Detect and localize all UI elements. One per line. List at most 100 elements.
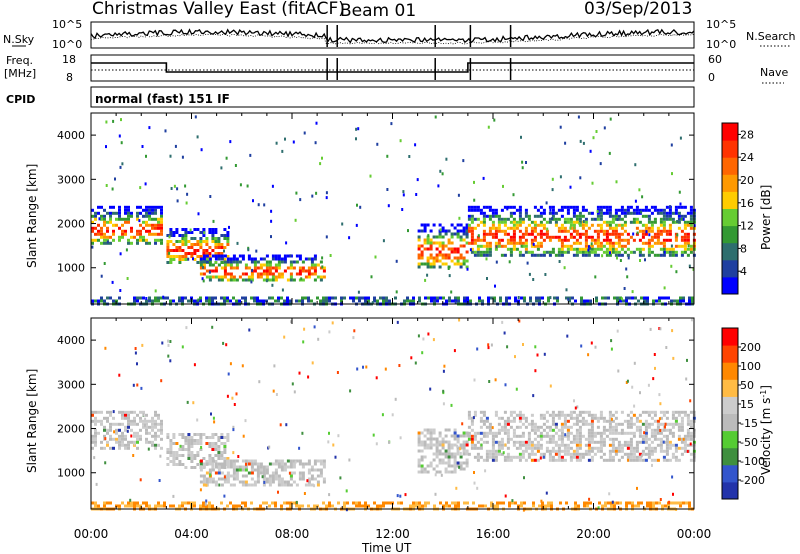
echo-cell — [313, 263, 317, 267]
echo-cell — [607, 501, 610, 505]
echo-cell — [100, 205, 103, 209]
echo-cell — [316, 480, 320, 484]
echo-cell — [473, 437, 477, 441]
echo-cell — [139, 211, 142, 215]
echo-speck — [487, 346, 490, 350]
echo-cell — [520, 296, 523, 300]
echo-cell — [456, 437, 460, 441]
echo-cell — [536, 214, 540, 218]
echo-cell — [145, 422, 148, 426]
echo-cell — [491, 208, 495, 212]
echo-cell — [172, 243, 176, 246]
echo-cell — [589, 501, 592, 505]
echo-cell — [650, 238, 654, 242]
echo-cell — [539, 452, 543, 456]
echo-cell — [331, 504, 334, 508]
power-colorbar-swatch — [722, 174, 738, 192]
echo-speck — [141, 145, 144, 148]
echo-speck — [181, 155, 184, 159]
echo-cell — [467, 205, 471, 209]
echo-cell — [650, 449, 654, 453]
echo-cell — [653, 220, 657, 224]
echo-cell — [154, 434, 157, 438]
echo-cell — [196, 261, 200, 264]
echo-cell — [605, 428, 609, 432]
echo-cell — [644, 214, 648, 218]
echo-cell — [100, 235, 103, 239]
echo-speck — [237, 455, 240, 458]
echo-cell — [539, 431, 543, 435]
echo-cell — [509, 458, 513, 462]
echo-cell — [665, 446, 669, 450]
echo-cell — [456, 223, 460, 227]
echo-cell — [199, 260, 203, 264]
echo-cell — [418, 501, 421, 505]
echo-cell — [417, 256, 421, 260]
echo-cell — [647, 452, 651, 456]
echo-cell — [503, 419, 507, 423]
echo-cell — [602, 452, 606, 456]
echo-speck — [235, 392, 238, 396]
echo-cell — [581, 223, 585, 227]
echo-cell — [506, 422, 510, 426]
echo-cell — [680, 205, 684, 209]
echo-cell — [430, 296, 433, 300]
echo-cell — [539, 434, 543, 438]
echo-cell — [605, 205, 609, 209]
echo-cell — [202, 504, 205, 508]
echo-cell — [623, 214, 627, 218]
echo-cell — [602, 244, 606, 248]
echo-cell — [121, 413, 124, 417]
echo-cell — [653, 205, 657, 209]
echo-cell — [456, 446, 460, 450]
echo-cell — [214, 252, 218, 255]
echo-cell — [253, 296, 256, 300]
echo-cell — [187, 457, 191, 460]
echo-cell — [280, 296, 283, 300]
echo-cell — [653, 410, 657, 414]
echo-cell — [497, 220, 501, 224]
echo-cell — [587, 440, 591, 444]
echo-cell — [208, 445, 212, 448]
echo-cell — [181, 445, 185, 448]
echo-cell — [628, 296, 631, 300]
echo-cell — [587, 253, 591, 257]
echo-cell — [220, 234, 224, 237]
echo-cell — [412, 501, 415, 505]
echo-cell — [557, 413, 561, 417]
echo-cell — [459, 467, 463, 471]
echo-cell — [500, 253, 504, 257]
echo-cell — [520, 504, 523, 508]
echo-cell — [596, 214, 600, 218]
echo-speck — [375, 376, 378, 380]
echo-cell — [608, 458, 612, 462]
echo-speck — [549, 384, 552, 388]
echo-cell — [539, 253, 543, 257]
echo-cell — [482, 235, 486, 239]
echo-cell — [577, 504, 580, 508]
echo-speck — [229, 362, 232, 366]
echo-cell — [650, 458, 654, 462]
echo-cell — [136, 232, 139, 236]
echo-cell — [481, 504, 484, 508]
echo-cell — [545, 410, 549, 414]
echo-cell — [172, 451, 176, 454]
echo-cell — [172, 460, 176, 463]
echo-cell — [470, 446, 474, 450]
echo-speck — [689, 442, 692, 446]
freq-panel-frame — [90, 54, 695, 82]
echo-speck — [523, 476, 525, 480]
echo-cell — [614, 425, 618, 429]
echo-cell — [462, 232, 466, 236]
echo-cell — [554, 413, 558, 417]
echo-cell — [438, 458, 442, 462]
echo-cell — [530, 226, 534, 230]
echo-cell — [151, 443, 154, 447]
echo-speck — [501, 320, 504, 324]
echo-cell — [175, 228, 179, 231]
echo-cell — [548, 253, 552, 257]
echo-cell — [647, 253, 651, 257]
echo-cell — [521, 244, 525, 248]
echo-cell — [575, 443, 579, 447]
echo-cell — [244, 483, 248, 487]
